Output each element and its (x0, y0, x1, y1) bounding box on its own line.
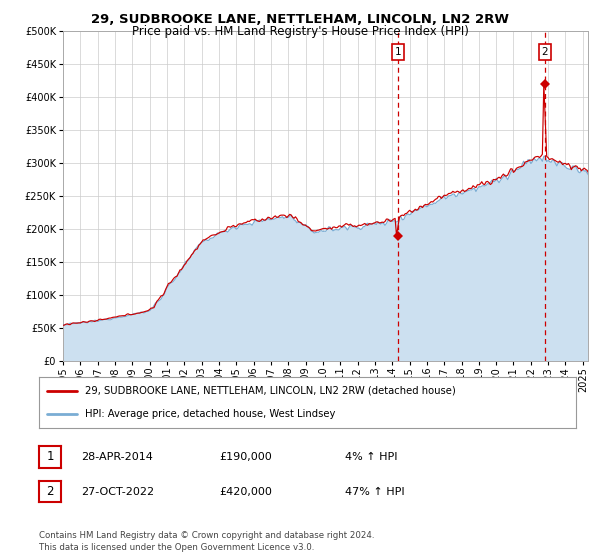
Text: 2: 2 (46, 485, 54, 498)
Text: 29, SUDBROOKE LANE, NETTLEHAM, LINCOLN, LN2 2RW: 29, SUDBROOKE LANE, NETTLEHAM, LINCOLN, … (91, 13, 509, 26)
Text: Price paid vs. HM Land Registry's House Price Index (HPI): Price paid vs. HM Land Registry's House … (131, 25, 469, 38)
Text: £420,000: £420,000 (219, 487, 272, 497)
Text: 47% ↑ HPI: 47% ↑ HPI (345, 487, 404, 497)
Text: 29, SUDBROOKE LANE, NETTLEHAM, LINCOLN, LN2 2RW (detached house): 29, SUDBROOKE LANE, NETTLEHAM, LINCOLN, … (85, 386, 455, 396)
Text: 27-OCT-2022: 27-OCT-2022 (81, 487, 154, 497)
Text: 2: 2 (542, 47, 548, 57)
Text: 1: 1 (394, 47, 401, 57)
Text: HPI: Average price, detached house, West Lindsey: HPI: Average price, detached house, West… (85, 409, 335, 419)
Text: 28-APR-2014: 28-APR-2014 (81, 452, 153, 462)
Text: £190,000: £190,000 (219, 452, 272, 462)
Text: 1: 1 (46, 450, 54, 464)
Text: 4% ↑ HPI: 4% ↑ HPI (345, 452, 398, 462)
Text: Contains HM Land Registry data © Crown copyright and database right 2024.
This d: Contains HM Land Registry data © Crown c… (39, 531, 374, 552)
